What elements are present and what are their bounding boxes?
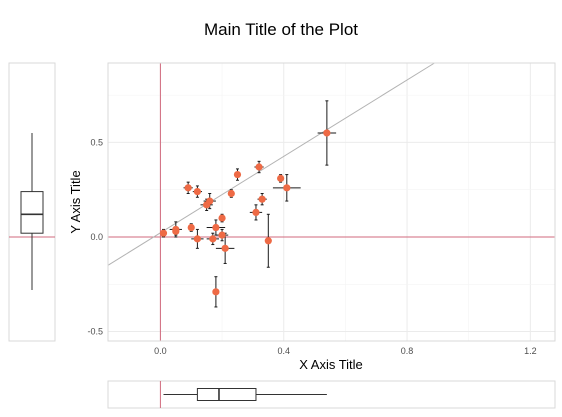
data-point [233, 170, 242, 179]
x-tick-label: 0.8 [401, 346, 414, 356]
data-point [218, 231, 226, 239]
data-point [159, 229, 168, 237]
chart-title: Main Title of the Plot [204, 20, 358, 39]
y-tick-labels: -0.5 0.0 0.5 [87, 137, 103, 336]
data-point [227, 189, 235, 198]
data-point [184, 184, 192, 192]
y-tick-label: -0.5 [87, 327, 103, 337]
y-tick-label: 0.0 [90, 232, 103, 242]
x-tick-label: 0.4 [277, 346, 290, 356]
y-boxplot-box [20, 191, 44, 234]
data-point [258, 195, 266, 203]
data-point [218, 214, 226, 222]
data-point [212, 288, 220, 296]
x-tick-label: 1.2 [524, 346, 537, 356]
y-distribution-boxplot-panel [8, 62, 56, 342]
x-boxplot-box [196, 388, 257, 401]
main-scatter-panel: 0.0 0.4 0.8 1.2 -0.5 0.0 0.5 X Axis Title Y A… [68, 62, 556, 372]
y-tick-label: 0.5 [90, 137, 103, 147]
data-point [264, 237, 272, 245]
error-bars [160, 100, 337, 308]
data-point [193, 235, 201, 243]
data-point [212, 223, 220, 232]
x-distribution-boxplot-panel [107, 380, 556, 409]
data-point [193, 187, 201, 196]
x-axis-title: X Axis Title [299, 357, 363, 372]
data-points [159, 129, 331, 296]
grid-lines [108, 63, 555, 341]
data-point [255, 163, 263, 171]
data-point [187, 223, 195, 232]
data-point [221, 244, 229, 252]
data-point [172, 227, 180, 235]
data-point [252, 208, 260, 217]
data-point [323, 129, 331, 137]
main-panel-frame [107, 62, 556, 342]
data-point [206, 197, 214, 205]
x-tick-label: 0.0 [154, 346, 167, 356]
reference-lines [108, 63, 555, 341]
fit-line-layer [107, 62, 435, 266]
x-boxplot-frame [107, 380, 556, 409]
x-tick-labels: 0.0 0.4 0.8 1.2 [154, 346, 536, 356]
data-point [209, 235, 217, 243]
data-point [277, 174, 285, 182]
y-axis-title: Y Axis Title [68, 170, 83, 233]
data-point [283, 184, 291, 192]
fit-line [107, 62, 435, 266]
y-boxplot-frame [8, 62, 56, 342]
